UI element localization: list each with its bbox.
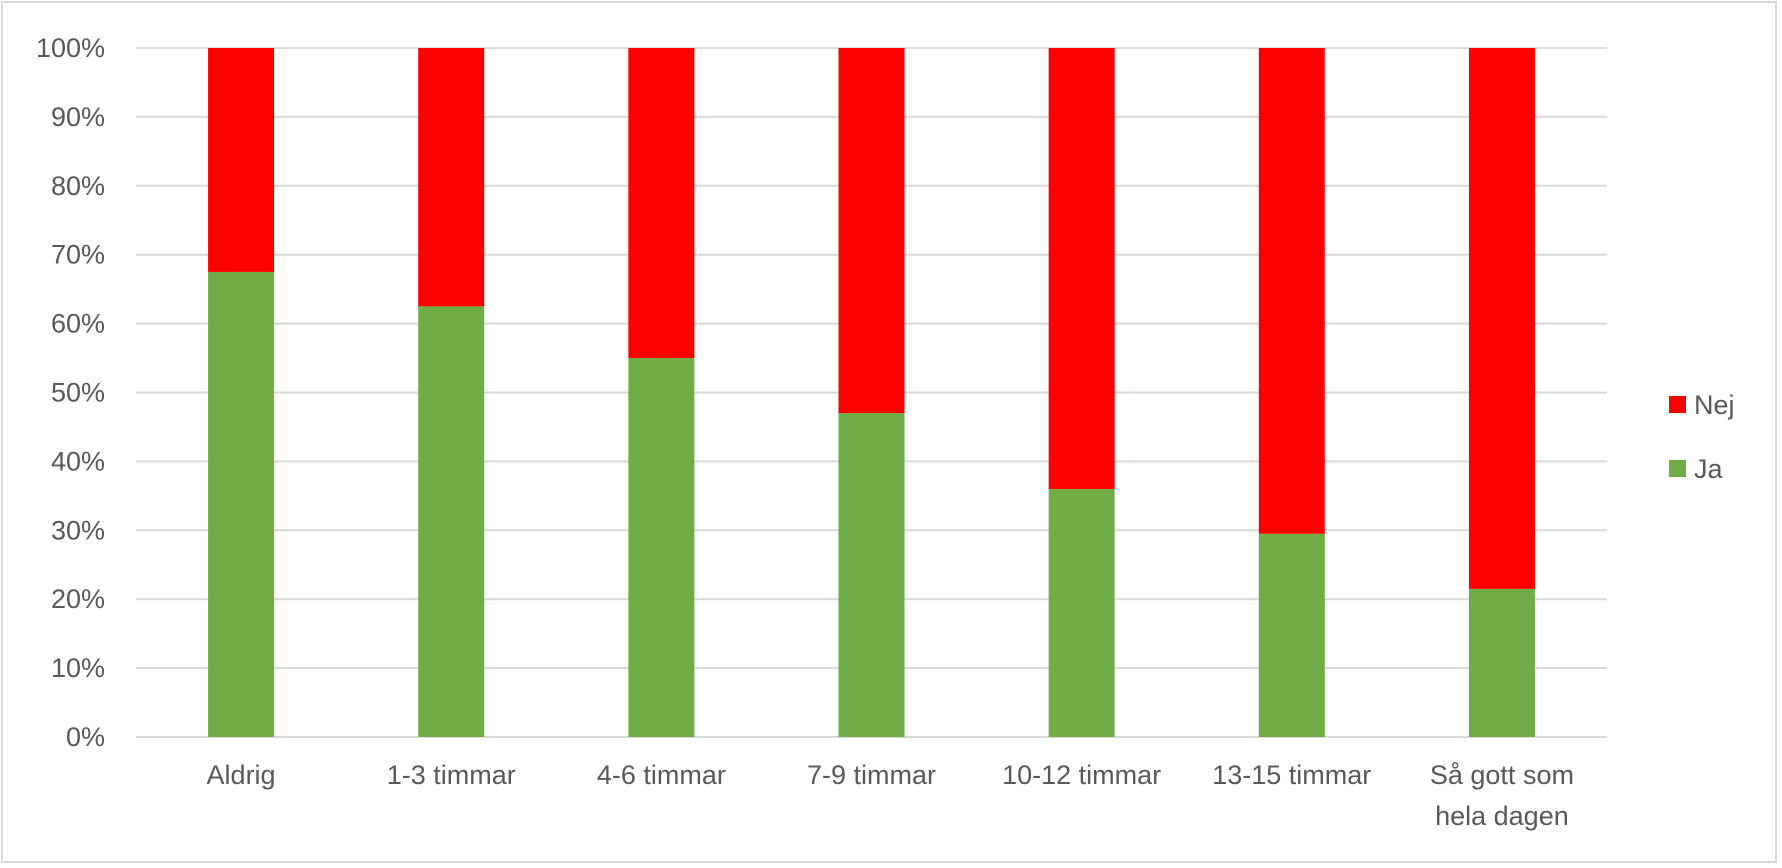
x-tick-label: 4-6 timmar [597,760,726,790]
y-tick-label: 90% [51,102,105,132]
y-tick-label: 60% [51,309,105,339]
bar-nej [838,48,905,414]
bar-ja [418,306,485,737]
x-tick-label: 10-12 timmar [1002,760,1161,790]
bar-ja [1258,533,1325,737]
bar-ja [1048,488,1115,737]
y-tick-label: 20% [51,584,105,614]
x-tick-label: Aldrig [207,760,276,790]
bar-nej [1468,48,1535,589]
x-tick-label: Så gott som hela dagen [1430,760,1574,831]
bar-nej [208,48,275,272]
legend-swatch-nej [1669,396,1686,413]
y-tick-label: 80% [51,171,105,201]
chart-svg: 0% 10% 20% 30% 40% 50% 60% 70% 80% 90% 100% Aldrig… [36,33,1735,831]
x-tick-label: 13-15 timmar [1212,760,1371,790]
bar-nej [1048,48,1115,489]
x-tick-label: 7-9 timmar [807,760,936,790]
y-tick-label: 70% [51,240,105,270]
bars-layer [208,48,1535,737]
y-tick-label: 10% [51,653,105,683]
legend-label-nej: Nej [1694,390,1735,420]
bar-ja [1468,588,1535,737]
y-tick-label: 40% [51,446,105,476]
bar-ja [628,358,695,737]
legend-label-ja: Ja [1694,454,1724,484]
y-tick-label: 30% [51,515,105,545]
bar-ja [208,271,275,737]
y-tick-label: 50% [51,378,105,408]
bar-nej [418,48,485,307]
x-axis: Aldrig 1-3 timmar 4-6 timmar 7-9 timmar 10-1… [207,760,1574,831]
x-tick-label: 1-3 timmar [387,760,516,790]
bar-nej [1258,48,1325,534]
bar-ja [838,413,905,737]
y-tick-label: 0% [66,722,105,752]
y-tick-label: 100% [36,33,105,63]
legend: Nej Ja [1669,390,1735,484]
bar-nej [628,48,695,359]
legend-swatch-ja [1669,460,1686,477]
y-axis: 0% 10% 20% 30% 40% 50% 60% 70% 80% 90% 100% [36,33,105,752]
